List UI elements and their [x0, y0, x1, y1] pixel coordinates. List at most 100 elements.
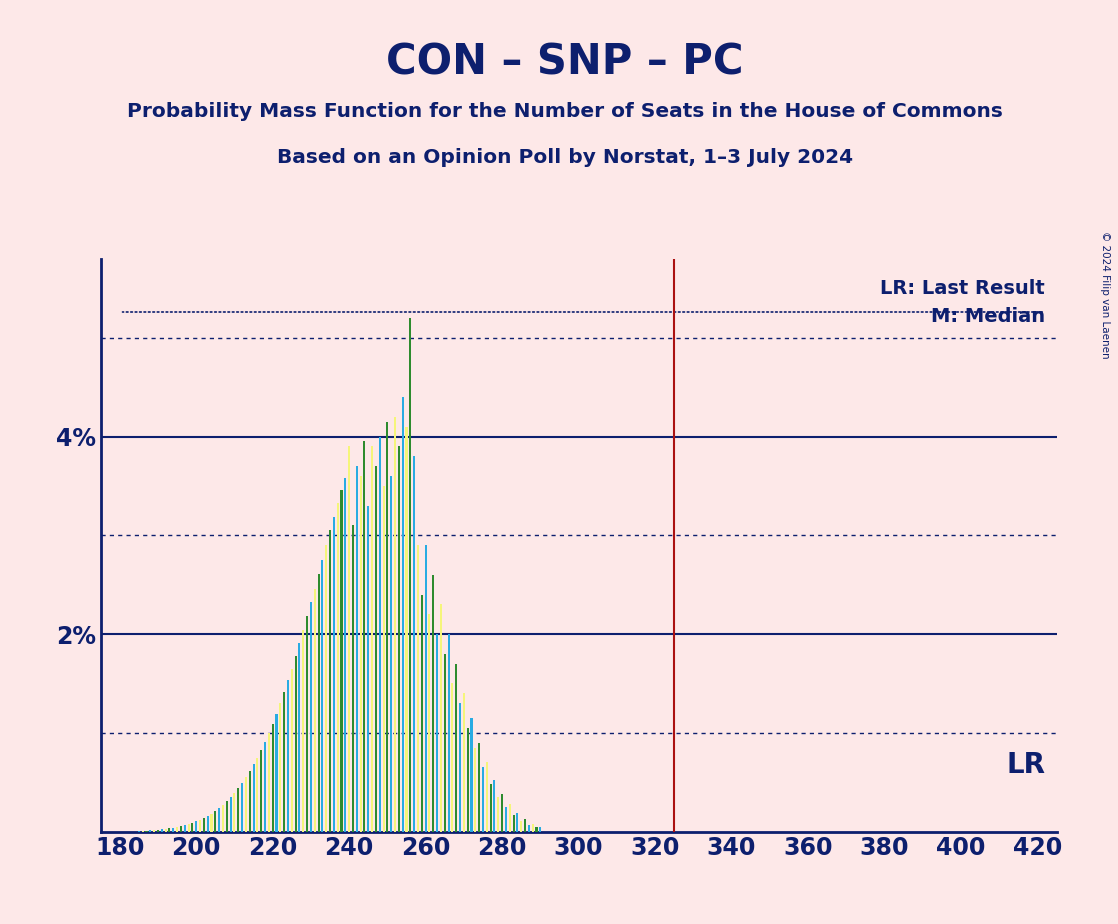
Bar	[341, 490, 342, 832]
Bar	[428, 614, 430, 832]
Bar	[444, 654, 446, 832]
Bar	[207, 816, 209, 832]
Text: Based on an Opinion Poll by Norstat, 1–3 July 2024: Based on an Opinion Poll by Norstat, 1–3…	[276, 148, 853, 167]
Bar	[387, 421, 388, 832]
Bar	[409, 318, 411, 832]
Bar	[498, 797, 500, 832]
Bar	[532, 823, 533, 832]
Bar	[417, 545, 419, 832]
Bar	[237, 788, 239, 832]
Bar	[325, 545, 328, 832]
Bar	[253, 764, 255, 832]
Bar	[463, 693, 465, 832]
Bar	[352, 526, 354, 832]
Bar	[379, 436, 381, 832]
Bar	[248, 772, 250, 832]
Bar	[221, 805, 224, 832]
Bar	[145, 831, 148, 832]
Bar	[452, 684, 454, 832]
Text: LR: LR	[1006, 751, 1045, 780]
Bar	[287, 680, 290, 832]
Bar	[439, 604, 442, 832]
Bar	[153, 830, 155, 832]
Bar	[501, 794, 503, 832]
Bar	[360, 476, 362, 832]
Bar	[210, 814, 212, 832]
Text: M: Median: M: Median	[931, 308, 1045, 326]
Bar	[264, 742, 266, 832]
Bar	[176, 827, 178, 832]
Bar	[420, 594, 423, 832]
Bar	[329, 530, 331, 832]
Bar	[314, 589, 315, 832]
Bar	[490, 784, 492, 832]
Bar	[474, 748, 476, 832]
Bar	[161, 829, 163, 832]
Bar	[363, 442, 366, 832]
Bar	[536, 827, 538, 832]
Bar	[283, 692, 285, 832]
Bar	[196, 821, 197, 832]
Bar	[318, 574, 320, 832]
Bar	[256, 758, 258, 832]
Bar	[142, 831, 144, 832]
Bar	[406, 427, 408, 832]
Bar	[524, 819, 527, 832]
Bar	[268, 733, 269, 832]
Bar	[382, 486, 385, 832]
Bar	[371, 446, 373, 832]
Bar	[471, 718, 473, 832]
Bar	[485, 762, 487, 832]
Bar	[215, 811, 217, 832]
Bar	[310, 602, 312, 832]
Bar	[218, 808, 220, 832]
Bar	[337, 503, 339, 832]
Bar	[321, 560, 323, 832]
Bar	[275, 714, 277, 832]
Bar	[191, 822, 193, 832]
Bar	[505, 807, 506, 832]
Bar	[398, 446, 400, 832]
Bar	[459, 703, 461, 832]
Bar	[390, 476, 392, 832]
Bar	[375, 466, 377, 832]
Bar	[436, 634, 438, 832]
Bar	[520, 821, 522, 832]
Bar	[199, 820, 201, 832]
Bar	[333, 517, 335, 832]
Bar	[479, 743, 481, 832]
Bar	[482, 768, 484, 832]
Bar	[401, 397, 404, 832]
Text: © 2024 Filip van Laenen: © 2024 Filip van Laenen	[1100, 231, 1110, 359]
Bar	[234, 793, 236, 832]
Bar	[509, 804, 511, 832]
Bar	[356, 466, 358, 832]
Bar	[188, 823, 190, 832]
Bar	[169, 828, 171, 832]
Bar	[466, 728, 468, 832]
Bar	[348, 446, 350, 832]
Bar	[306, 616, 309, 832]
Bar	[394, 417, 396, 832]
Bar	[138, 831, 140, 832]
Bar	[245, 777, 247, 832]
Bar	[294, 656, 296, 832]
Bar	[425, 545, 427, 832]
Bar	[241, 784, 243, 832]
Text: Probability Mass Function for the Number of Seats in the House of Commons: Probability Mass Function for the Number…	[126, 102, 1003, 121]
Text: CON – SNP – PC: CON – SNP – PC	[386, 42, 743, 83]
Bar	[344, 478, 347, 832]
Bar	[539, 827, 541, 832]
Bar	[447, 634, 449, 832]
Bar	[291, 669, 293, 832]
Text: LR: Last Result: LR: Last Result	[880, 279, 1045, 298]
Bar	[260, 749, 263, 832]
Bar	[493, 780, 495, 832]
Bar	[433, 575, 434, 832]
Bar	[299, 643, 301, 832]
Bar	[302, 630, 304, 832]
Bar	[172, 828, 174, 832]
Bar	[280, 703, 282, 832]
Bar	[528, 825, 530, 832]
Bar	[229, 797, 231, 832]
